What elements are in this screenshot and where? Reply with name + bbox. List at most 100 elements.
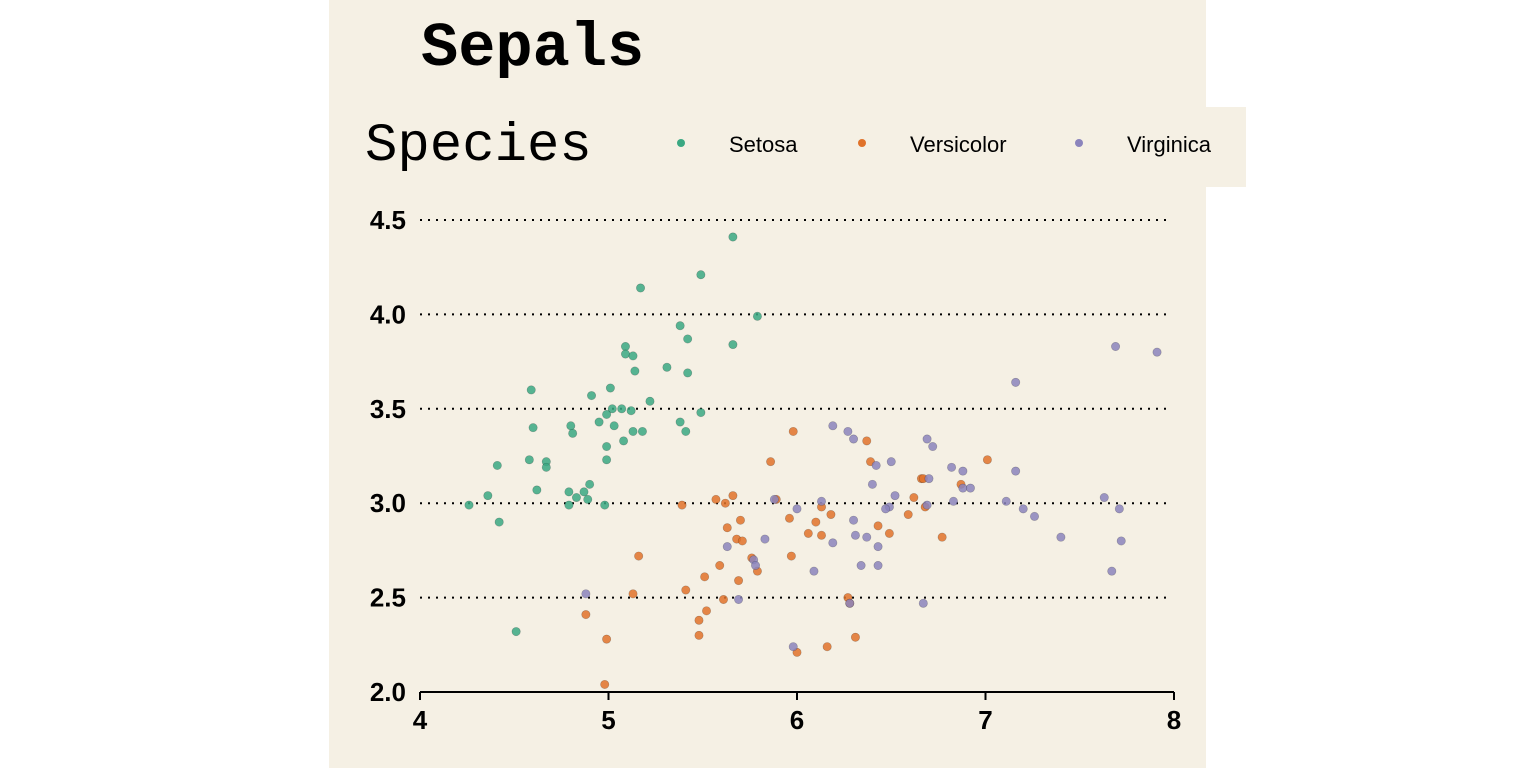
point-virginica-40: [751, 561, 761, 571]
point-versicolor-43: [694, 630, 704, 640]
point-versicolor-13: [677, 500, 687, 510]
point-virginica-26: [1018, 504, 1028, 514]
point-setosa-21: [602, 409, 612, 419]
point-versicolor-42: [694, 615, 704, 625]
point-versicolor-1: [862, 436, 872, 446]
x-axis: [419, 691, 1175, 700]
point-virginica-13: [924, 474, 934, 484]
point-virginica-16: [965, 483, 975, 493]
y-tick-label-2.5: 2.5: [370, 583, 406, 613]
point-setosa-4: [675, 321, 685, 331]
tick-labels: 2.0 2.5 3.0 3.5 4.0 4.5 4 5 6 7 8: [370, 205, 1181, 735]
point-versicolor-21: [873, 521, 883, 531]
point-virginica-41: [856, 561, 866, 571]
point-setosa-31: [619, 436, 629, 446]
point-versicolor-20: [811, 517, 821, 527]
point-virginica-22: [1001, 496, 1011, 506]
legend-box: [652, 107, 1246, 187]
point-setosa-20: [696, 408, 706, 418]
point-virginica-1: [1152, 347, 1162, 357]
point-virginica-21: [948, 496, 958, 506]
point-virginica-4: [843, 426, 853, 436]
point-setosa-18: [617, 404, 627, 414]
point-virginica-18: [1099, 493, 1109, 503]
point-versicolor-39: [718, 594, 728, 604]
point-versicolor-40: [702, 606, 712, 616]
point-virginica-20: [817, 496, 827, 506]
point-versicolor-19: [735, 515, 745, 525]
point-setosa-5: [683, 334, 693, 344]
point-setosa-46: [564, 500, 574, 510]
point-versicolor-16: [903, 510, 913, 520]
point-virginica-8: [886, 457, 896, 467]
point-setosa-25: [609, 421, 619, 431]
point-setosa-44: [583, 494, 593, 504]
legend-marker-versicolor: [858, 139, 866, 147]
point-versicolor-35: [734, 576, 744, 586]
point-versicolor-26: [937, 532, 947, 542]
data-points: [464, 232, 1162, 689]
point-versicolor-48: [600, 679, 610, 689]
point-setosa-16: [645, 396, 655, 406]
point-virginica-34: [760, 534, 770, 544]
point-setosa-29: [681, 426, 691, 436]
point-setosa-33: [524, 455, 534, 465]
point-virginica-7: [928, 442, 938, 452]
point-virginica-15: [958, 483, 968, 493]
point-virginica-31: [850, 530, 860, 540]
point-setosa-13: [605, 383, 615, 393]
point-virginica-17: [890, 491, 900, 501]
point-setosa-1: [696, 270, 706, 280]
point-versicolor-18: [784, 513, 794, 523]
point-virginica-12: [1011, 466, 1021, 476]
point-setosa-12: [683, 368, 693, 378]
point-setosa-19: [626, 406, 636, 416]
point-versicolor-10: [711, 494, 721, 504]
point-virginica-3: [828, 421, 838, 431]
point-setosa-32: [602, 442, 612, 452]
point-versicolor-2: [982, 455, 992, 465]
point-versicolor-32: [715, 561, 725, 571]
point-setosa-39: [532, 485, 542, 495]
point-versicolor-3: [766, 457, 776, 467]
point-versicolor-0: [788, 426, 798, 436]
point-setosa-28: [637, 426, 647, 436]
point-setosa-42: [483, 491, 493, 501]
point-setosa-11: [630, 366, 640, 376]
point-virginica-11: [958, 466, 968, 476]
point-setosa-8: [620, 349, 630, 359]
point-virginica-14: [867, 479, 877, 489]
point-versicolor-30: [786, 551, 796, 561]
point-versicolor-22: [722, 523, 732, 533]
point-versicolor-34: [700, 572, 710, 582]
point-versicolor-8: [728, 491, 738, 501]
y-tick-label-4.0: 4.0: [370, 299, 406, 329]
point-virginica-48: [918, 598, 928, 608]
point-setosa-34: [602, 455, 612, 465]
point-setosa-41: [579, 487, 589, 497]
point-virginica-29: [1030, 511, 1040, 521]
point-virginica-38: [722, 542, 732, 552]
point-versicolor-46: [822, 642, 832, 652]
point-virginica-2: [1011, 377, 1021, 387]
point-virginica-32: [862, 532, 872, 542]
legend-label-setosa: Setosa: [729, 132, 798, 157]
point-versicolor-23: [803, 528, 813, 538]
legend-marker-setosa: [677, 139, 685, 147]
point-setosa-47: [600, 500, 610, 510]
point-setosa-9: [628, 351, 638, 361]
point-virginica-36: [828, 538, 838, 548]
point-virginica-23: [922, 500, 932, 510]
point-setosa-3: [752, 311, 762, 321]
point-setosa-37: [541, 462, 551, 472]
point-virginica-42: [873, 561, 883, 571]
y-tick-label-4.5: 4.5: [370, 205, 406, 235]
point-virginica-19: [769, 494, 779, 504]
point-setosa-10: [662, 362, 672, 372]
point-setosa-26: [528, 423, 538, 433]
point-versicolor-44: [850, 632, 860, 642]
point-virginica-47: [845, 598, 855, 608]
point-virginica-37: [873, 542, 883, 552]
point-setosa-6: [728, 340, 738, 350]
